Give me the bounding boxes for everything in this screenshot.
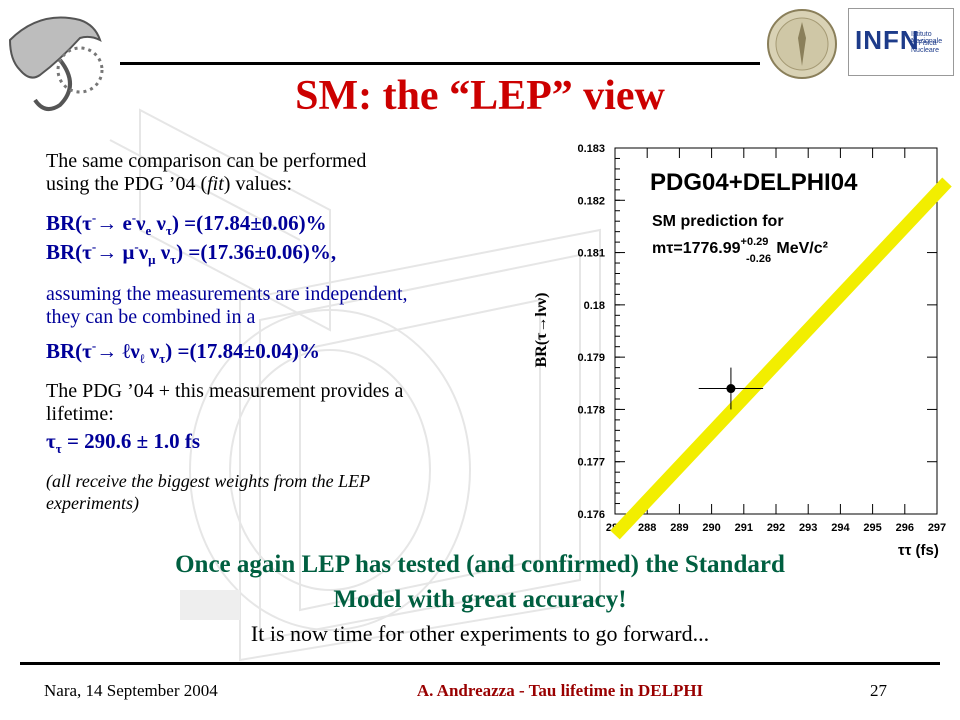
- forward-text: It is now time for other experiments to …: [250, 621, 710, 646]
- x-tick-label: 288: [638, 522, 656, 534]
- y-tick-label: 0.18: [584, 300, 605, 312]
- sm-prediction-band: [610, 177, 952, 540]
- y-axis-label: BR(τ→lνν): [533, 293, 550, 368]
- plot-frame: [614, 147, 938, 515]
- legend-title: PDG04+DELPHI04: [650, 169, 858, 196]
- y-tick-label: 0.183: [577, 143, 605, 155]
- br-vs-lifetime-chart: 2872882892902912922932942952962970.1760.…: [533, 143, 952, 559]
- footer-author: A. Andreazza - Tau lifetime in DELPHI: [416, 681, 704, 700]
- infn-logo: INFN Istituto Nazionale di Fisica Nuclea…: [848, 8, 954, 76]
- y-tick-label: 0.182: [577, 195, 605, 207]
- legend-mass: mτ=1776.99+0.29 MeV/c²: [652, 236, 828, 257]
- note-line2: experiments): [46, 493, 139, 513]
- y-tick-label: 0.176: [577, 509, 605, 521]
- infn-logo-sub1: Istituto Nazionale: [911, 31, 943, 45]
- intro-line2-fit: fit: [207, 173, 224, 195]
- x-tick-label: 297: [928, 522, 946, 534]
- y-tick-label: 0.181: [577, 248, 605, 260]
- medal-logo: [767, 9, 837, 79]
- br-muon: BR(τ-→ μ-νμ ντ) =(17.36±0.06)%,: [46, 239, 337, 268]
- x-tick-label: 289: [670, 522, 688, 534]
- legend-line1: SM prediction for: [652, 213, 784, 230]
- x-tick-label: 296: [896, 522, 914, 534]
- infn-logo-sub2: di Fisica Nucleare: [911, 40, 940, 54]
- data-point: [726, 384, 736, 394]
- infn-logo-text: INFN: [855, 25, 920, 55]
- slide-title: SM: the “LEP” view: [295, 73, 665, 119]
- br-electron: BR(τ-→ e-νe ντ) =(17.84±0.06)%: [46, 210, 327, 239]
- intro-line1: The same comparison can be performed: [46, 150, 367, 172]
- note-line1: (all receive the biggest weights from th…: [46, 471, 371, 491]
- tau-lifetime: ττ = 290.6 ± 1.0 fs: [46, 429, 201, 457]
- x-tick-label: 294: [831, 522, 850, 534]
- assume-line1: assuming the measurements are independen…: [46, 283, 408, 305]
- y-tick-label: 0.179: [577, 352, 605, 364]
- x-tick-label: 291: [735, 522, 753, 534]
- conclusion-line1: Once again LEP has tested (and confirmed…: [175, 551, 785, 578]
- conclusion: Once again LEP has tested (and confirmed…: [0, 547, 960, 617]
- x-tick-label: 293: [799, 522, 817, 534]
- dolphin-logo: [8, 16, 104, 111]
- x-tick-label: 292: [767, 522, 785, 534]
- br-lepton: BR(τ-→ ℓνℓ ντ) =(17.84±0.04)%: [46, 338, 320, 367]
- x-tick-label: 295: [863, 522, 881, 534]
- intro-line2-post: ) values:: [223, 173, 293, 195]
- page-number: 27: [870, 681, 887, 700]
- x-axis-label: ττ (fs): [898, 542, 939, 559]
- intro-line2-pre: using the PDG ’04 (: [46, 173, 208, 195]
- y-tick-label: 0.177: [577, 457, 605, 469]
- top-rule: [120, 62, 760, 65]
- conclusion-line2: Model with great accuracy!: [333, 586, 627, 613]
- legend-mass-down: -0.26: [746, 253, 771, 265]
- x-tick-label: 290: [702, 522, 720, 534]
- y-tick-label: 0.178: [577, 404, 605, 416]
- pdg-line2: lifetime:: [46, 403, 114, 425]
- pdg-line1: The PDG ’04 + this measurement provides …: [46, 380, 404, 402]
- bottom-rule: [20, 662, 940, 665]
- intro-line2: using the PDG ’04 (fit) values:: [46, 173, 292, 196]
- assume-line2: they can be combined in a: [46, 306, 256, 328]
- footer-date: Nara, 14 September 2004: [44, 681, 218, 700]
